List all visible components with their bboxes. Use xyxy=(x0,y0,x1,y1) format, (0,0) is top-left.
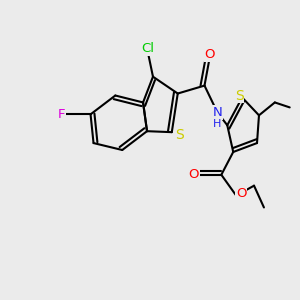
Text: S: S xyxy=(175,128,184,142)
Text: O: O xyxy=(236,187,246,200)
Text: O: O xyxy=(204,48,215,62)
Text: Cl: Cl xyxy=(142,42,154,56)
Text: O: O xyxy=(188,168,199,181)
Text: N: N xyxy=(212,106,222,119)
Text: H: H xyxy=(213,119,222,129)
Text: S: S xyxy=(235,88,244,103)
Text: F: F xyxy=(58,108,66,121)
